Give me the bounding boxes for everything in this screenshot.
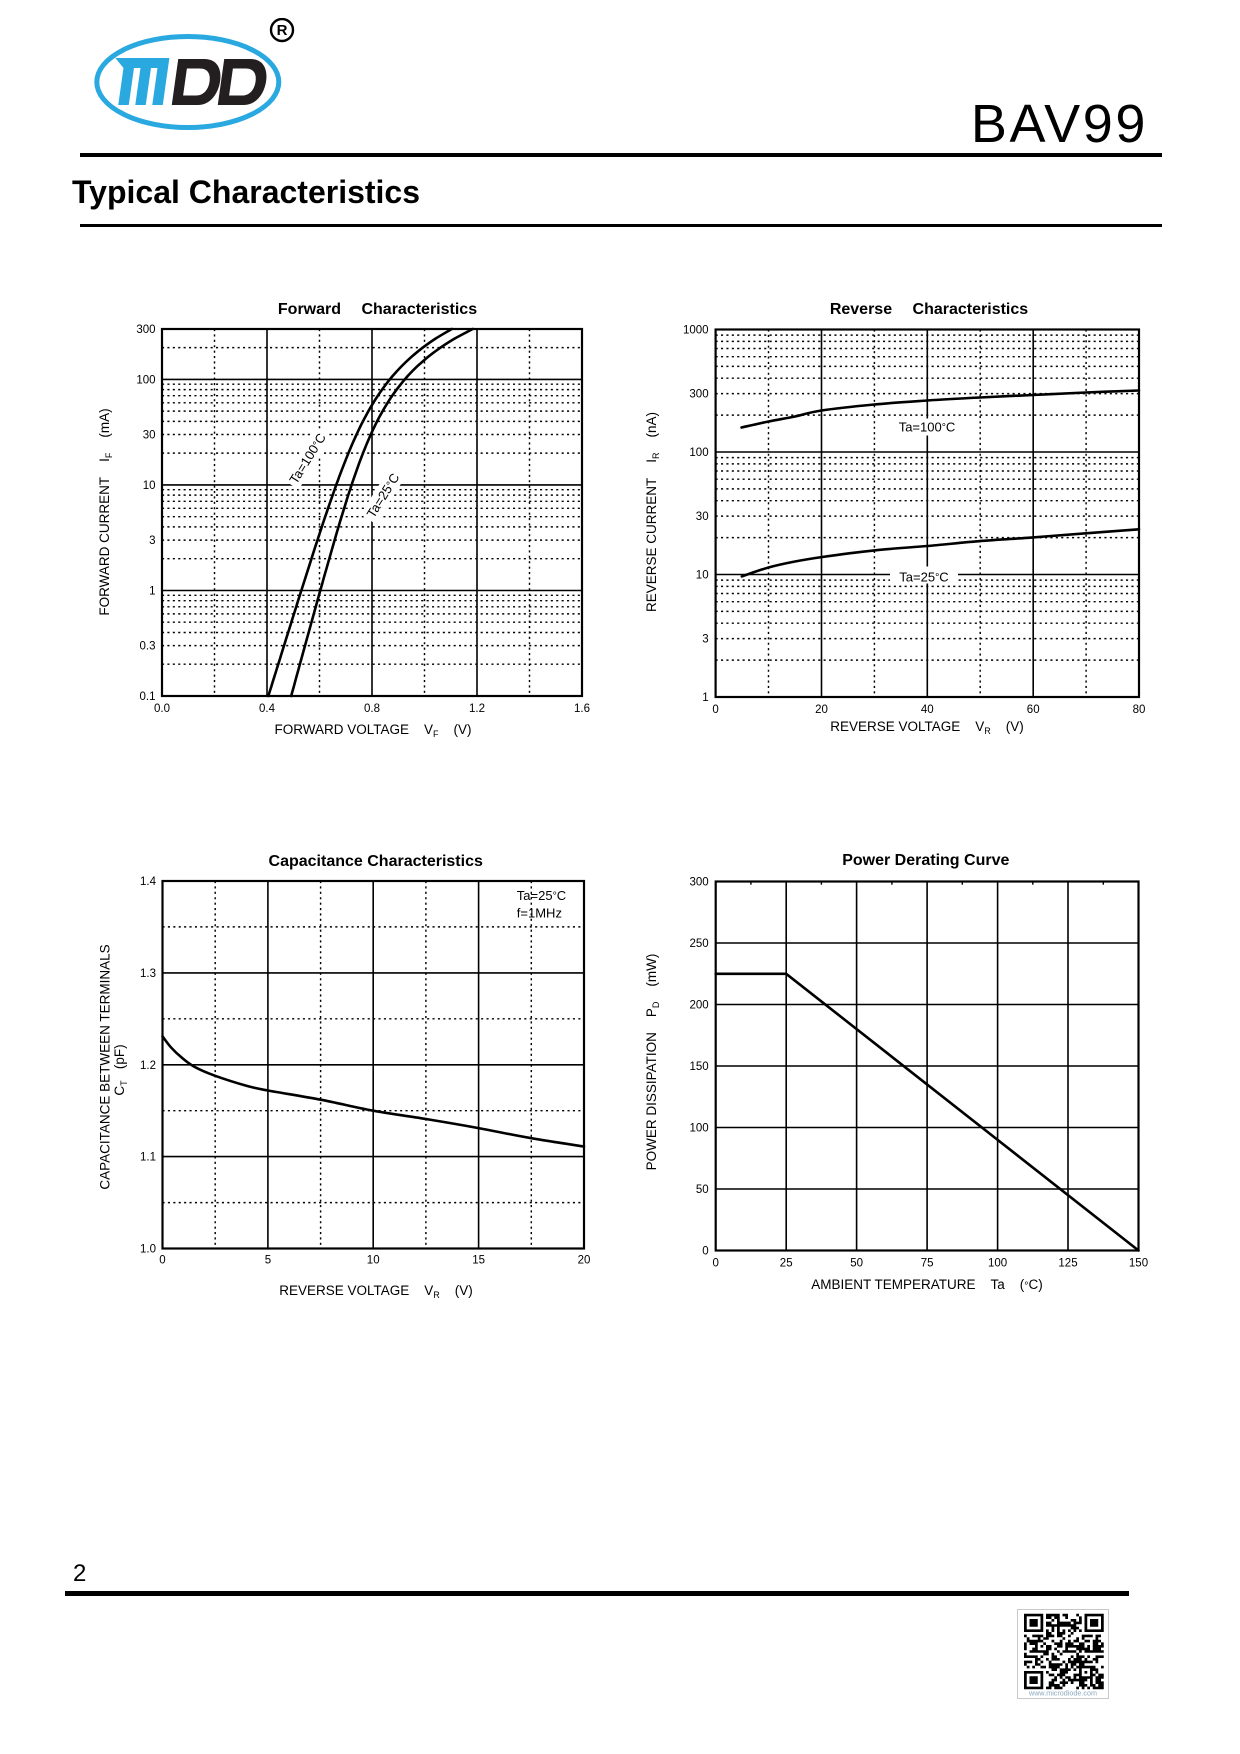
- svg-text:1: 1: [149, 586, 155, 598]
- svg-text:25: 25: [780, 1258, 793, 1270]
- svg-text:FORWARD CURRENT IF (mA): FORWARD CURRENT IF (mA): [97, 408, 114, 615]
- svg-text:30: 30: [143, 430, 156, 442]
- svg-text:150: 150: [1129, 1258, 1148, 1270]
- svg-text:30: 30: [696, 511, 709, 523]
- svg-text:60: 60: [1027, 704, 1040, 716]
- svg-text:0: 0: [712, 1258, 718, 1270]
- svg-text:Capacitance Characteristics: Capacitance Characteristics: [269, 853, 483, 870]
- svg-text:1000: 1000: [683, 325, 709, 337]
- svg-text:Ta=25°C: Ta=25°C: [899, 570, 948, 585]
- svg-text:5: 5: [265, 1255, 271, 1267]
- svg-text:100: 100: [690, 1123, 709, 1135]
- svg-text:100: 100: [136, 375, 155, 387]
- svg-text:0: 0: [702, 1246, 708, 1258]
- svg-text:REVERSE CURRENT IR (nA): REVERSE CURRENT IR (nA): [644, 412, 661, 612]
- svg-text:CAPACITANCE BETWEEN TERMINALS: CAPACITANCE BETWEEN TERMINALS: [98, 944, 113, 1189]
- svg-text:1.0: 1.0: [140, 1244, 156, 1256]
- svg-text:0: 0: [712, 704, 718, 716]
- svg-text:50: 50: [850, 1258, 863, 1270]
- svg-text:1.3: 1.3: [140, 968, 156, 980]
- svg-text:0.4: 0.4: [259, 703, 276, 715]
- svg-text:www.microdiode.com: www.microdiode.com: [1028, 1689, 1097, 1698]
- svg-text:f=1MHz: f=1MHz: [517, 906, 562, 921]
- svg-text:3: 3: [149, 535, 155, 547]
- svg-text:300: 300: [690, 877, 709, 889]
- svg-text:1.2: 1.2: [140, 1060, 156, 1072]
- svg-text:1: 1: [702, 692, 708, 704]
- svg-text:1.1: 1.1: [140, 1152, 156, 1164]
- svg-text:40: 40: [921, 704, 934, 716]
- svg-text:80: 80: [1133, 704, 1146, 716]
- svg-text:250: 250: [690, 938, 709, 950]
- svg-text:20: 20: [578, 1255, 591, 1267]
- svg-text:Power Derating Curve: Power Derating Curve: [842, 852, 1009, 869]
- svg-text:0.0: 0.0: [154, 703, 170, 715]
- svg-text:POWER DISSIPATION PD (mW: POWER DISSIPATION PD (mW): [644, 954, 661, 1171]
- svg-text:Reverse Characteristics: Reverse Characteristics: [830, 301, 1028, 318]
- svg-text:100: 100: [988, 1258, 1007, 1270]
- svg-text:Forward Characteristics: Forward Characteristics: [278, 301, 477, 318]
- svg-text:1.6: 1.6: [574, 703, 590, 715]
- svg-text:Ta=25°C: Ta=25°C: [517, 888, 566, 903]
- svg-text:50: 50: [696, 1184, 709, 1196]
- svg-text:100: 100: [689, 447, 708, 459]
- svg-text:200: 200: [690, 1000, 709, 1012]
- svg-text:0: 0: [159, 1255, 165, 1267]
- svg-text:10: 10: [367, 1255, 380, 1267]
- svg-text:R: R: [277, 22, 288, 39]
- svg-text:20: 20: [815, 704, 828, 716]
- svg-text:3: 3: [702, 634, 708, 646]
- svg-text:15: 15: [472, 1255, 485, 1267]
- svg-text:300: 300: [136, 324, 155, 336]
- svg-text:REVERSE VOLTAGE VR (V): REVERSE VOLTAGE VR (V): [279, 1283, 473, 1300]
- svg-text:0.1: 0.1: [140, 691, 156, 703]
- svg-text:125: 125: [1058, 1258, 1077, 1270]
- svg-text:10: 10: [696, 570, 709, 582]
- svg-text:1.2: 1.2: [469, 703, 485, 715]
- svg-text:CT (pF): CT (pF): [112, 1044, 129, 1095]
- svg-text:300: 300: [689, 389, 708, 401]
- svg-text:1.4: 1.4: [140, 876, 157, 888]
- svg-text:REVERSE VOLTAGE VR (V): REVERSE VOLTAGE VR (V): [830, 719, 1024, 736]
- svg-text:Ta=25°C: Ta=25°C: [364, 471, 403, 521]
- svg-text:Ta=100°C: Ta=100°C: [899, 420, 956, 435]
- svg-text:FORWARD VOLTAGE VF (V): FORWARD VOLTAGE VF (V): [274, 722, 471, 739]
- svg-text:10: 10: [143, 480, 156, 492]
- svg-text:75: 75: [921, 1258, 934, 1270]
- svg-text:0.8: 0.8: [364, 703, 380, 715]
- svg-text:Ta=100°C: Ta=100°C: [286, 431, 329, 487]
- svg-text:150: 150: [690, 1061, 709, 1073]
- svg-text:0.3: 0.3: [140, 641, 156, 653]
- svg-text:AMBIENT TEMPERATURE Ta (: AMBIENT TEMPERATURE Ta (°C): [811, 1277, 1043, 1292]
